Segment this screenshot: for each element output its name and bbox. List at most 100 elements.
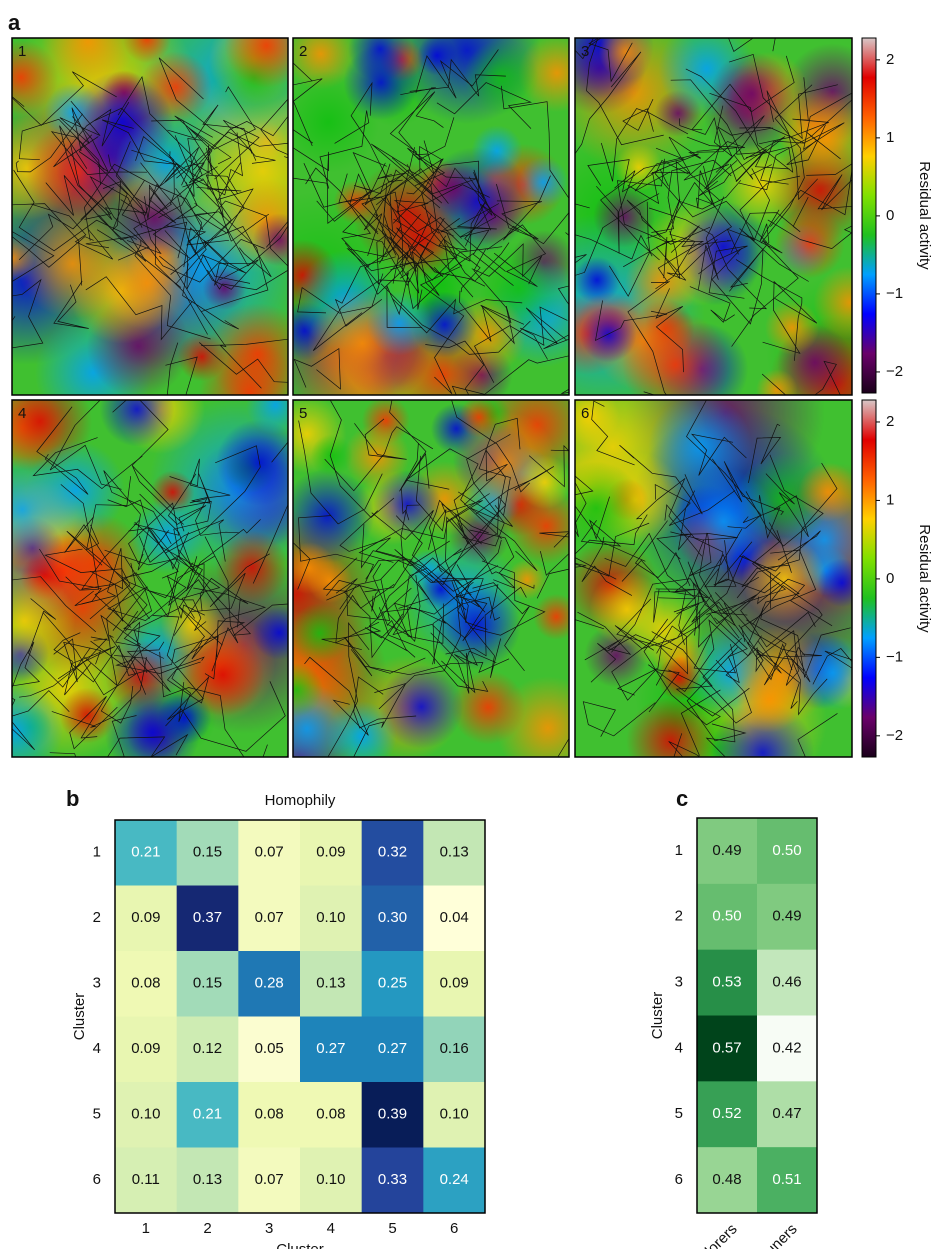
road <box>739 127 805 185</box>
heatmap-cell <box>697 818 758 885</box>
cell-label: 0.47 <box>772 1105 801 1122</box>
map-blob <box>533 593 569 640</box>
road <box>377 218 445 296</box>
map-panel-label: 3 <box>581 43 589 60</box>
road <box>178 549 288 636</box>
heatmap-cell <box>115 1082 178 1148</box>
heatmap-cell <box>238 885 301 952</box>
y-tick-label: 1 <box>93 844 101 861</box>
road <box>364 515 423 593</box>
map-blob <box>379 664 464 749</box>
road <box>53 638 101 683</box>
road <box>595 300 667 342</box>
road <box>399 233 444 294</box>
road <box>401 452 430 521</box>
road <box>736 462 838 599</box>
road <box>746 619 822 686</box>
colorbar-tick-label: 2 <box>886 413 894 430</box>
map-panel-label: 6 <box>581 405 589 422</box>
map-blob <box>463 39 539 115</box>
cell-label: 0.27 <box>316 1040 345 1057</box>
cell-label: 0.39 <box>378 1106 407 1123</box>
road <box>166 342 179 395</box>
road <box>648 619 762 692</box>
road <box>392 298 523 334</box>
colorbar-tick-label: −1 <box>886 285 903 302</box>
colorbar-tick-label: 0 <box>886 570 894 587</box>
road <box>189 497 240 536</box>
map-frame <box>292 37 570 396</box>
road <box>663 230 681 279</box>
road <box>670 225 732 253</box>
road <box>536 568 569 599</box>
road <box>57 645 120 683</box>
road <box>49 400 122 490</box>
map-blob <box>310 434 353 477</box>
heatmap-cell <box>361 820 424 886</box>
road <box>298 420 383 525</box>
road <box>12 641 41 690</box>
map-frame <box>574 399 853 758</box>
y-axis-label: Cluster <box>649 992 666 1040</box>
map-frame <box>292 399 570 758</box>
road <box>372 563 421 643</box>
road <box>199 226 272 278</box>
road <box>760 84 813 244</box>
road <box>500 85 569 200</box>
map-panel-label: 1 <box>18 43 26 60</box>
road <box>706 522 787 615</box>
road <box>611 638 658 701</box>
road <box>691 55 795 131</box>
cell-label: 0.10 <box>440 1106 469 1123</box>
road <box>655 594 757 686</box>
heatmap-cell <box>176 1016 239 1083</box>
road <box>132 465 212 560</box>
heatmap-cell <box>697 1015 758 1082</box>
map-blob <box>598 38 654 80</box>
road <box>432 619 478 666</box>
heatmap-cell <box>176 820 239 886</box>
map-blob <box>252 213 288 267</box>
road <box>327 622 370 757</box>
map-blob <box>215 530 288 604</box>
road <box>656 490 696 560</box>
road <box>765 473 809 537</box>
heatmap-cell <box>423 885 486 952</box>
map-blob <box>343 44 419 121</box>
cell-label: 0.21 <box>193 1106 222 1123</box>
cell-label: 0.15 <box>193 975 222 992</box>
map-blob <box>122 38 172 64</box>
heatmap-cell <box>176 951 239 1017</box>
road <box>279 0 360 28</box>
road <box>712 458 784 516</box>
road <box>673 561 736 627</box>
road <box>473 249 525 345</box>
road <box>107 499 179 579</box>
road <box>103 470 172 545</box>
road <box>360 524 407 580</box>
map-blob <box>411 291 478 358</box>
road <box>757 654 828 716</box>
road <box>324 426 434 492</box>
cell-label: 0.07 <box>255 909 284 926</box>
road <box>59 100 101 151</box>
map-panel-label: 2 <box>299 43 307 60</box>
road <box>53 280 89 329</box>
road <box>575 193 660 276</box>
road <box>392 593 497 664</box>
road <box>165 681 286 752</box>
road <box>15 113 83 173</box>
road <box>182 263 239 330</box>
road <box>133 521 203 674</box>
map-blob <box>756 369 798 395</box>
map-blob <box>518 157 569 208</box>
map-blob <box>216 419 288 506</box>
y-tick-label: 1 <box>675 842 683 859</box>
cell-label: 0.13 <box>316 975 345 992</box>
road <box>600 108 689 182</box>
road <box>363 169 441 256</box>
road <box>51 656 147 728</box>
cell-label: 0.53 <box>712 974 741 991</box>
road <box>101 119 177 165</box>
road <box>89 175 150 261</box>
